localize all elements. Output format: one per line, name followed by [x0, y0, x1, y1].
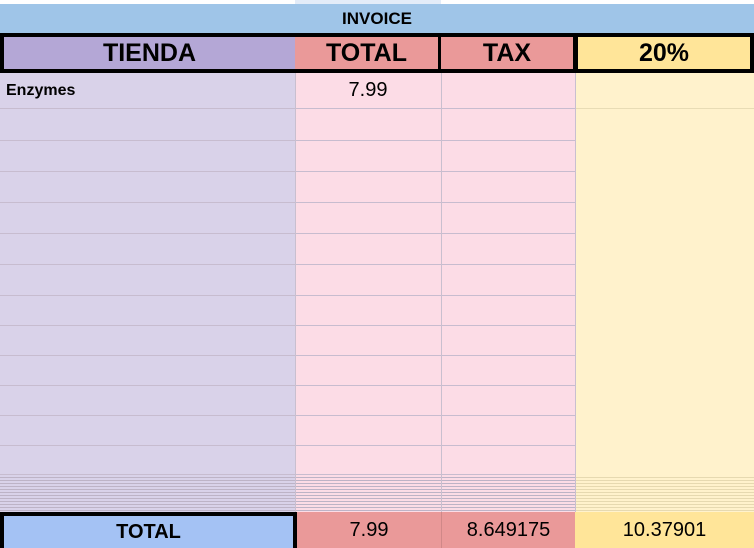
grid-line [575, 498, 754, 499]
grid-line [0, 415, 575, 416]
tax-sum[interactable]: 8.649175 [441, 512, 575, 548]
grid-line [575, 108, 754, 109]
percent-column [575, 73, 754, 512]
grid-line [0, 483, 575, 484]
header-tax[interactable]: TAX [441, 33, 575, 73]
header-total[interactable]: TOTAL [295, 33, 441, 73]
grid-line [0, 325, 575, 326]
grid-line [0, 355, 575, 356]
row-percent[interactable] [575, 73, 754, 108]
grid-line [575, 486, 754, 487]
row-total[interactable]: 7.99 [348, 79, 388, 101]
grid-line [575, 507, 754, 508]
invoice-title: INVOICE [0, 4, 754, 33]
grid-line [0, 495, 575, 496]
grid-line [0, 501, 575, 502]
grid-line [0, 474, 575, 475]
grid-line [0, 295, 575, 296]
grid-line [575, 489, 754, 490]
grid-line [575, 477, 754, 478]
total-label: TOTAL [0, 512, 297, 548]
total-sum[interactable]: 7.99 [297, 512, 441, 548]
grid-line [0, 264, 575, 265]
column-divider [441, 73, 442, 512]
grid-line [575, 501, 754, 502]
grid-line [575, 492, 754, 493]
grid-line [575, 510, 754, 511]
selected-column-strip [295, 0, 441, 4]
column-divider [295, 73, 296, 512]
header-percent[interactable]: 20% [575, 33, 754, 73]
grid-line [0, 498, 575, 499]
grid-line [0, 233, 575, 234]
row-tax[interactable] [441, 73, 575, 108]
grid-line [0, 108, 575, 109]
grid-line [0, 507, 575, 508]
percent-sum[interactable]: 10.37901 [575, 512, 754, 548]
grid-line [0, 202, 575, 203]
grid-line [0, 486, 575, 487]
column-divider [575, 73, 576, 512]
header-tienda[interactable]: TIENDA [0, 33, 299, 73]
row-tienda[interactable]: Enzymes [6, 81, 76, 99]
grid-line [0, 140, 575, 141]
grid-line [575, 504, 754, 505]
grid-line [0, 445, 575, 446]
grid-line [0, 171, 575, 172]
grid-line [0, 489, 575, 490]
grid-line [0, 510, 575, 511]
tienda-column [0, 73, 295, 512]
grid-line [0, 477, 575, 478]
grid-line [575, 483, 754, 484]
tax-column [441, 73, 575, 512]
grid-line [0, 480, 575, 481]
total-column [295, 73, 441, 512]
grid-line [0, 492, 575, 493]
grid-line [0, 385, 575, 386]
grid-line [0, 504, 575, 505]
grid-line [575, 495, 754, 496]
grid-line [575, 480, 754, 481]
